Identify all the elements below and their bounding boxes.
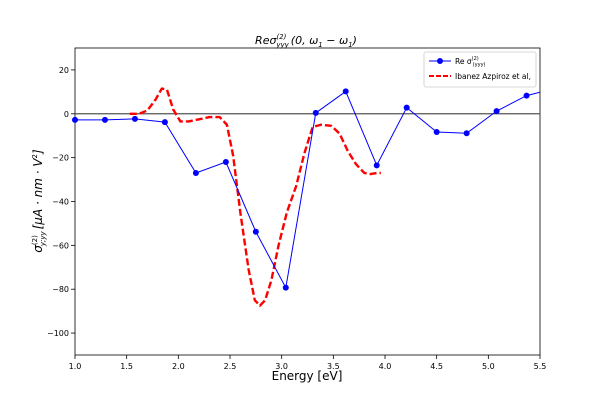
x-tick-label: 3.5	[327, 362, 340, 371]
series-layer	[72, 87, 540, 307]
x-tick-label: 4.0	[379, 362, 392, 371]
x-tick-label: 3.0	[275, 362, 288, 371]
data-point-re-sigma	[373, 162, 380, 169]
x-tick-label: 1.0	[69, 362, 82, 371]
data-point-re-sigma	[192, 169, 199, 176]
series-line-ibanez-azpiroz	[129, 87, 381, 307]
x-tick-label: 2.5	[224, 362, 237, 371]
data-point-re-sigma	[282, 284, 289, 291]
y-tick-label: −40	[52, 198, 69, 207]
legend-label-re-sigma: Re σ(2) (yyy)	[455, 56, 486, 68]
y-tick-label: −60	[52, 241, 69, 250]
legend-label-ibanez: Ibanez Azpiroz et al,	[455, 72, 531, 81]
data-point-re-sigma	[252, 228, 259, 235]
data-point-re-sigma	[342, 88, 349, 95]
y-axis-label: σ(2)y;yy[μA · nm · V2]	[31, 149, 47, 253]
series-line-re-sigma	[75, 90, 540, 290]
plot-area	[74, 47, 541, 356]
y-tick-label: 20	[59, 66, 69, 75]
data-point-re-sigma	[463, 130, 470, 137]
x-tick-label: 5.0	[482, 362, 495, 371]
legend-box	[423, 51, 537, 88]
data-point-re-sigma	[161, 119, 168, 126]
legend-swatch-blue-marker	[437, 58, 443, 64]
y-tick-label: −20	[52, 154, 69, 163]
x-tick-label: 1.5	[120, 362, 133, 371]
data-point-re-sigma	[493, 108, 500, 115]
data-point-re-sigma	[403, 104, 410, 111]
legend: Re σ(2) (yyy) Ibanez Azpiroz et al,	[423, 51, 537, 88]
data-point-re-sigma	[101, 116, 108, 123]
x-tick-label: 4.5	[430, 362, 443, 371]
data-point-re-sigma	[72, 116, 78, 123]
y-tick-label: −80	[52, 285, 69, 294]
x-axis-label: Energy [eV]	[272, 369, 343, 383]
y-tick-label: 0	[64, 110, 69, 119]
x-axis-ticks: 1.0 1.5 2.0 2.5 3.0 3.5 4.0 4.5 5.0 5.5	[69, 355, 547, 371]
data-point-re-sigma	[523, 92, 530, 99]
x-tick-label: 5.5	[534, 362, 547, 371]
data-point-re-sigma	[433, 128, 440, 135]
data-point-re-sigma	[131, 115, 138, 122]
y-tick-label: −100	[47, 329, 69, 338]
chart-title: Reσ(2) yyy (0, ω1 − ω1)	[255, 33, 357, 49]
x-tick-label: 2.0	[172, 362, 185, 371]
data-point-re-sigma	[312, 109, 319, 116]
y-axis-ticks: 20 0 −20 −40 −60 −80 −100	[47, 66, 75, 338]
data-point-re-sigma	[222, 159, 229, 166]
